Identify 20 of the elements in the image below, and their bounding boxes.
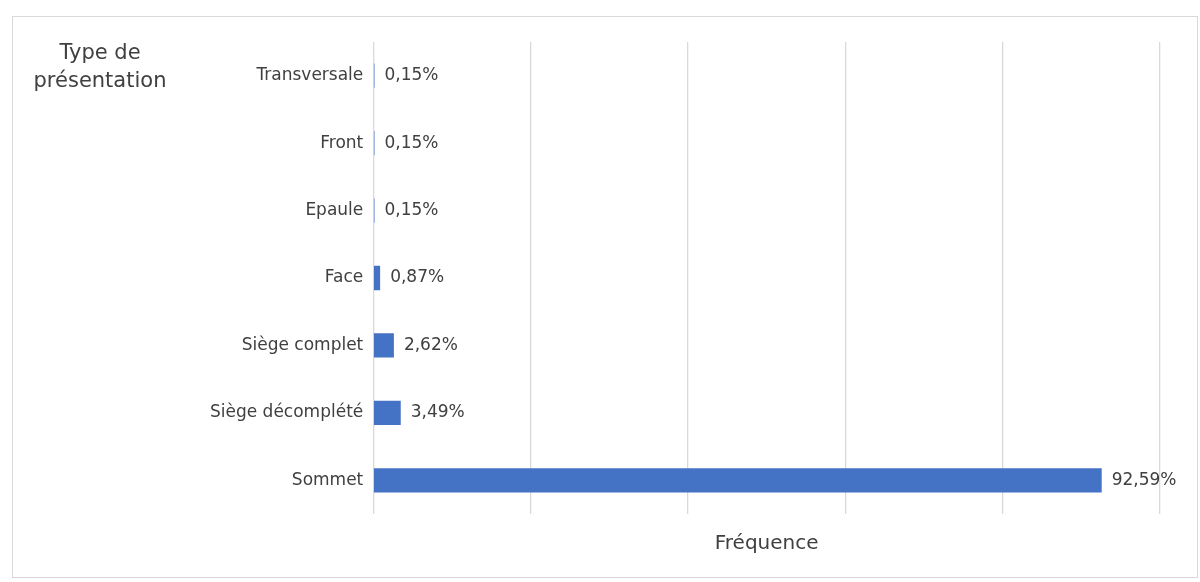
bar — [373, 400, 401, 425]
bar — [373, 468, 1102, 493]
data-label: 0,87% — [390, 266, 445, 287]
data-label: 92,59% — [1111, 468, 1177, 489]
bar — [373, 265, 381, 291]
data-label: 2,62% — [403, 333, 458, 354]
y-tick-label: Face — [324, 266, 364, 287]
data-label: 0,15% — [384, 64, 439, 85]
data-label: 0,15% — [384, 198, 439, 219]
y-tick-label: Transversale — [255, 64, 364, 85]
y-tick-label: Siège décomplété — [209, 401, 364, 422]
y-tick-label: Siège complet — [241, 333, 364, 354]
data-label: 3,49% — [410, 401, 465, 422]
x-axis-title: Fréquence — [714, 530, 819, 555]
y-axis-title: Type de présentation — [32, 39, 168, 94]
bar — [373, 333, 394, 358]
y-tick-label: Sommet — [291, 468, 364, 489]
data-label: 0,15% — [384, 131, 439, 152]
y-tick-label: Epaule — [305, 198, 364, 219]
y-tick-label: Front — [320, 131, 364, 152]
